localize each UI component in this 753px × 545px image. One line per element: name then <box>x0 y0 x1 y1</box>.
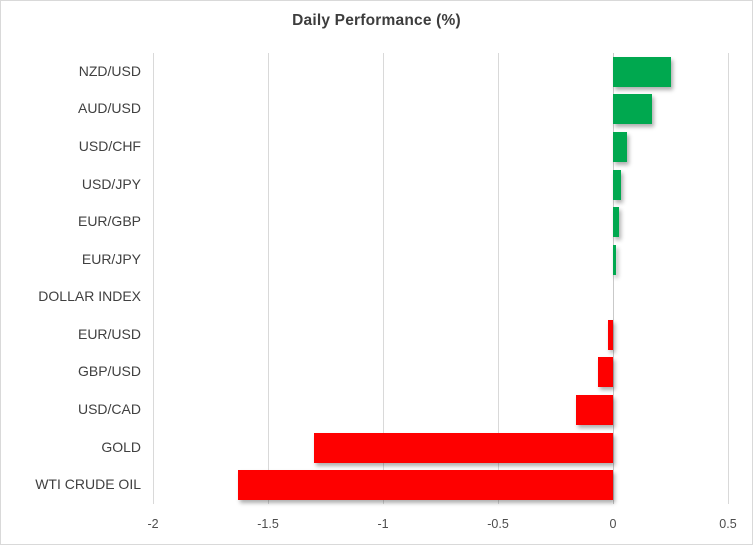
category-label-aud-usd: AUD/USD <box>77 100 141 116</box>
x-tick-label-0: 0 <box>609 517 617 531</box>
x-tick-label-0.5: 0.5 <box>719 517 737 531</box>
bar-wti-crude-oil <box>238 470 613 500</box>
category-label-eur-usd: EUR/USD <box>77 326 141 342</box>
gridline--1 <box>383 53 384 504</box>
zero-axis-line <box>613 53 614 504</box>
gridline--1.5 <box>268 53 269 504</box>
category-label-usd-jpy: USD/JPY <box>81 176 141 192</box>
category-label-gold: GOLD <box>101 439 141 455</box>
bar-gbp-usd <box>598 357 613 387</box>
bar-gold <box>314 433 613 463</box>
category-label-eur-gbp: EUR/GBP <box>77 213 141 229</box>
bar-eur-gbp <box>613 207 619 237</box>
bar-aud-usd <box>613 94 652 124</box>
gridline--0.5 <box>498 53 499 504</box>
bar-eur-jpy <box>613 245 616 275</box>
category-label-usd-chf: USD/CHF <box>78 138 141 154</box>
chart-title: Daily Performance (%) <box>292 12 461 29</box>
bar-usd-cad <box>576 395 613 425</box>
bar-usd-jpy <box>613 170 621 200</box>
x-tick-label--0.5: -0.5 <box>487 517 509 531</box>
x-tick-label--2: -2 <box>147 517 159 531</box>
category-label-gbp-usd: GBP/USD <box>77 363 141 379</box>
category-label-eur-jpy: EUR/JPY <box>81 251 141 267</box>
x-tick-label--1.5: -1.5 <box>257 517 279 531</box>
bar-usd-chf <box>613 132 627 162</box>
category-label-nzd-usd: NZD/USD <box>78 63 141 79</box>
gridline-0.5 <box>728 53 729 504</box>
category-label-wti-crude-oil: WTI CRUDE OIL <box>35 476 141 492</box>
bar-eur-usd <box>608 320 613 350</box>
bar-nzd-usd <box>613 57 671 87</box>
x-tick-label--1: -1 <box>377 517 389 531</box>
gridline--2 <box>153 53 154 504</box>
category-label-dollar-index: DOLLAR INDEX <box>38 288 141 304</box>
category-label-usd-cad: USD/CAD <box>77 401 141 417</box>
